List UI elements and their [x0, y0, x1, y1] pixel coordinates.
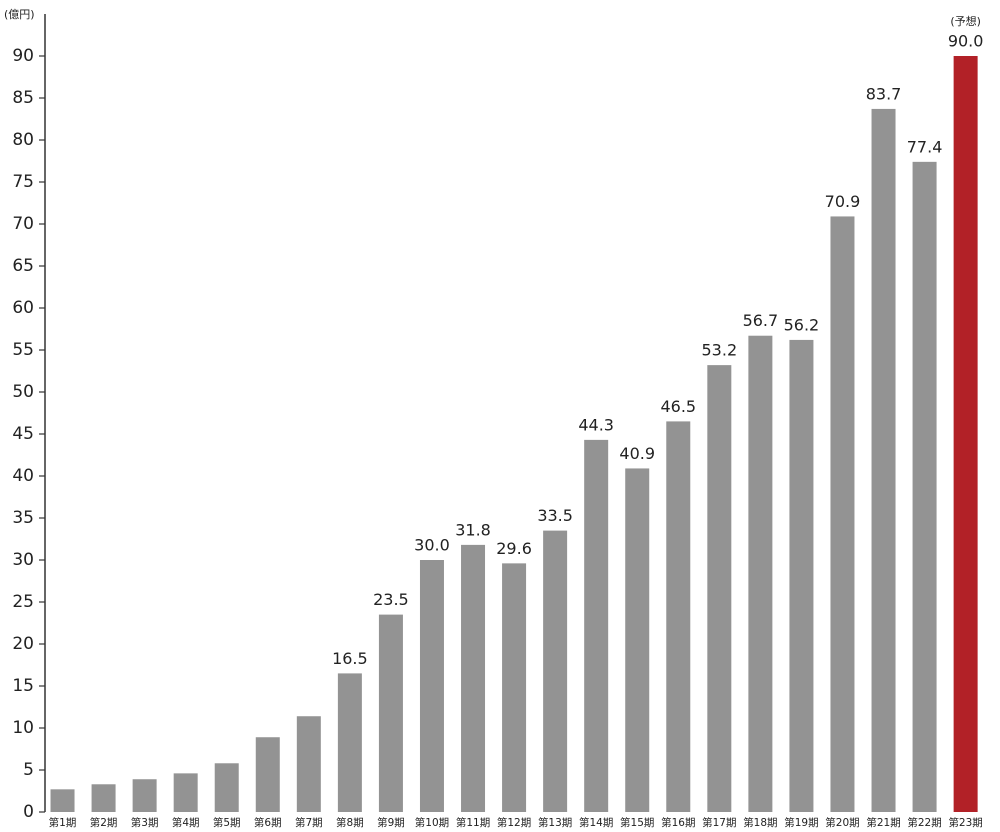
annotation: (予想) [950, 14, 981, 28]
value-label: 46.5 [660, 397, 696, 416]
bar [255, 737, 280, 812]
x-tick-label: 第1期 [49, 816, 77, 829]
bar [378, 614, 403, 812]
y-tick-label: 50 [12, 382, 34, 402]
x-tick-label: 第20期 [825, 816, 859, 829]
value-label: 30.0 [414, 536, 450, 555]
x-tick-label: 第16期 [661, 816, 695, 829]
value-label: 31.8 [455, 520, 491, 539]
value-label: 56.2 [784, 315, 820, 334]
bar [173, 773, 198, 812]
x-tick-label: 第8期 [336, 816, 364, 829]
x-tick-label: 第11期 [456, 816, 490, 829]
value-label: 70.9 [825, 192, 861, 211]
y-tick-label: 75 [12, 172, 34, 192]
bar [625, 468, 650, 812]
y-tick-label: 35 [12, 508, 34, 528]
value-label: 16.5 [332, 649, 368, 668]
y-tick-label: 70 [12, 214, 34, 234]
y-tick-label: 55 [12, 340, 34, 360]
y-tick-label: 40 [12, 466, 34, 486]
x-tick-label: 第15期 [620, 816, 654, 829]
bar [337, 673, 362, 812]
y-tick-label: 15 [12, 676, 34, 696]
value-label: 23.5 [373, 590, 409, 609]
y-tick-label: 60 [12, 298, 34, 318]
bar [296, 716, 321, 812]
bar [748, 335, 773, 812]
x-tick-label: 第22期 [907, 816, 941, 829]
value-label: 33.5 [537, 506, 573, 525]
x-tick-label: 第3期 [131, 816, 159, 829]
x-tick-label: 第4期 [172, 816, 200, 829]
x-tick-label: 第12期 [497, 816, 531, 829]
x-tick-label: 第5期 [213, 816, 241, 829]
y-axis-label: (億円) [4, 8, 35, 21]
bar [830, 216, 855, 812]
value-label: 56.7 [743, 311, 779, 330]
bar [707, 365, 732, 812]
value-label: 83.7 [866, 84, 902, 103]
x-tick-label: 第6期 [254, 816, 282, 829]
bar [419, 560, 444, 812]
y-tick-label: 5 [23, 760, 34, 780]
bar [50, 789, 75, 812]
bar [953, 56, 978, 812]
x-tick-label: 第21期 [866, 816, 900, 829]
y-tick-label: 65 [12, 256, 34, 276]
x-tick-label: 第7期 [295, 816, 323, 829]
bar [214, 763, 239, 812]
x-tick-label: 第10期 [415, 816, 449, 829]
bar [461, 544, 486, 812]
y-tick-label: 30 [12, 550, 34, 570]
y-tick-label: 0 [23, 802, 34, 822]
y-tick-label: 10 [12, 718, 34, 738]
x-tick-label: 第14期 [579, 816, 613, 829]
bar [91, 784, 116, 812]
bar [584, 439, 609, 812]
bar [666, 421, 691, 812]
x-tick-label: 第17期 [702, 816, 736, 829]
bar [543, 530, 568, 812]
y-tick-label: 80 [12, 130, 34, 150]
bar [502, 563, 527, 812]
x-tick-label: 第13期 [538, 816, 572, 829]
y-tick-label: 90 [12, 46, 34, 66]
y-tick-label: 25 [12, 592, 34, 612]
value-label: 44.3 [578, 415, 614, 434]
bar [789, 339, 814, 812]
x-tick-label: 第23期 [948, 816, 982, 829]
bar [132, 779, 157, 812]
y-tick-label: 45 [12, 424, 34, 444]
y-tick-label: 85 [12, 88, 34, 108]
bar [912, 161, 937, 813]
value-label: 90.0 [948, 32, 984, 51]
x-tick-label: 第18期 [743, 816, 777, 829]
value-label: 77.4 [907, 137, 943, 156]
x-tick-label: 第9期 [377, 816, 405, 829]
bar [871, 108, 896, 813]
y-tick-label: 20 [12, 634, 34, 654]
x-tick-label: 第19期 [784, 816, 818, 829]
x-tick-label: 第2期 [90, 816, 118, 829]
value-label: 53.2 [702, 341, 738, 360]
value-label: 29.6 [496, 539, 532, 558]
value-label: 40.9 [619, 444, 655, 463]
